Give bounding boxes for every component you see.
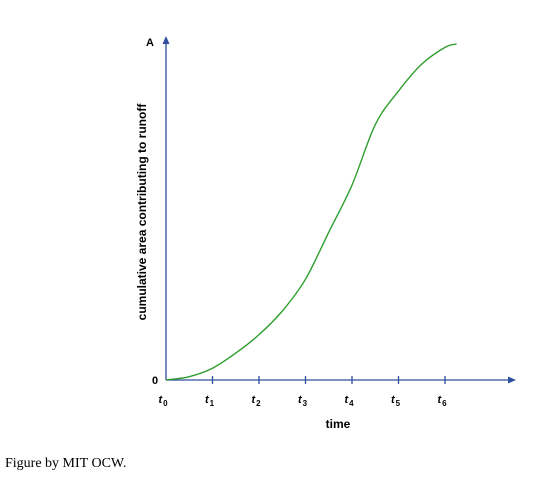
y-axis-arrowhead [162, 36, 170, 44]
cumulative-area-curve [165, 43, 457, 381]
y-axis-origin-label: 0 [152, 375, 158, 387]
y-axis-title: cumulative area contributing to runoff [135, 103, 149, 321]
x-tick-label: t3 [298, 394, 308, 408]
x-tick-label: t2 [251, 394, 261, 408]
x-ticks: t0 t1 t2 t3 t4 t5 t6 [158, 376, 447, 408]
x-axis-arrowhead [508, 376, 516, 384]
axes [162, 36, 516, 384]
x-tick-label: t4 [344, 394, 354, 408]
x-tick-label: t5 [391, 394, 401, 408]
runoff-area-chart: t0 t1 t2 t3 t4 t5 t6 cumulative area contribut… [135, 36, 516, 431]
x-tick-label: t0 [158, 394, 168, 408]
figure-caption: Figure by MIT OCW. [5, 456, 127, 471]
x-axis-title: time [326, 417, 351, 431]
x-tick-label: t6 [437, 394, 447, 408]
y-axis-top-label: A [146, 37, 154, 49]
x-tick-label: t1 [205, 394, 215, 408]
